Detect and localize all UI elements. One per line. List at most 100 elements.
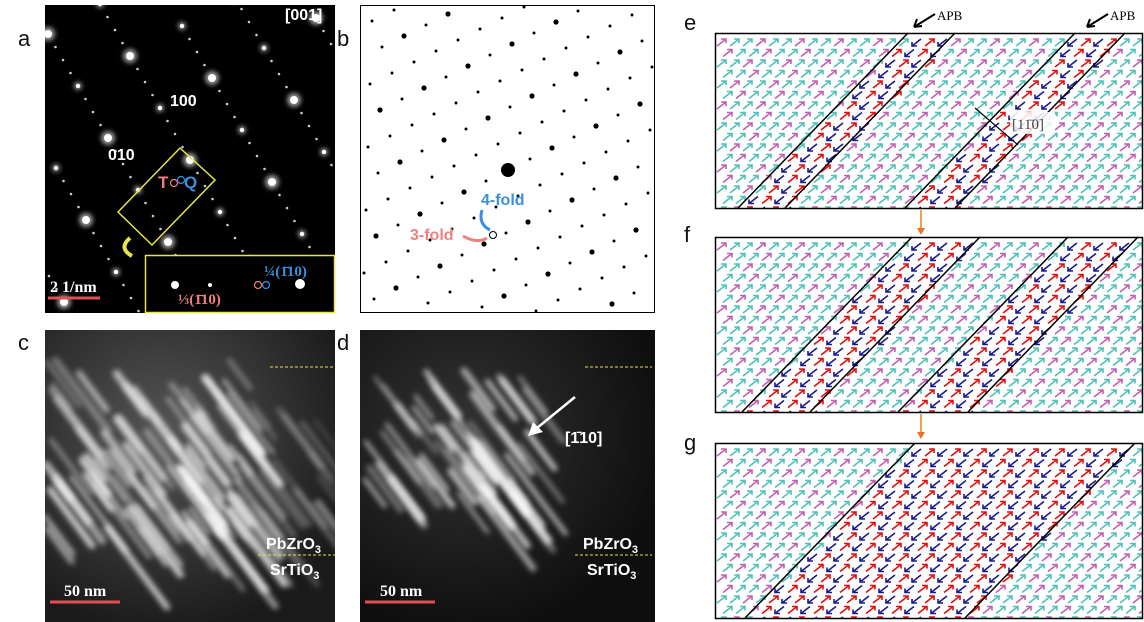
spot bbox=[536, 246, 540, 250]
dipole-arrow bbox=[995, 542, 1006, 552]
domain-streak bbox=[51, 356, 112, 435]
dipole-arrow bbox=[1028, 305, 1039, 314]
dipole-arrow bbox=[1112, 90, 1123, 100]
dipole-arrow bbox=[813, 294, 824, 304]
dipole-arrow bbox=[1054, 490, 1065, 499]
dipole-arrow bbox=[943, 90, 954, 100]
dipole-arrow bbox=[891, 521, 902, 531]
dipole-arrow bbox=[1138, 568, 1142, 573]
dipole-arrow bbox=[1093, 553, 1104, 562]
dipole-arrow bbox=[1073, 195, 1084, 205]
apb-line bbox=[784, 32, 956, 209]
dipole-arrow bbox=[859, 242, 870, 251]
dipole-arrow bbox=[963, 532, 974, 541]
dipole-arrow bbox=[937, 553, 948, 562]
dipole-arrow bbox=[742, 347, 753, 356]
spot-glow bbox=[342, 66, 350, 74]
dipole-arrow bbox=[1059, 410, 1065, 412]
dipole-arrow bbox=[1067, 59, 1078, 68]
dipole-arrow bbox=[878, 69, 889, 79]
dipole-arrow bbox=[1041, 143, 1052, 152]
weak-spot bbox=[270, 59, 273, 63]
spot bbox=[478, 27, 482, 31]
dipole-arrow bbox=[1021, 542, 1032, 552]
dipole-arrow bbox=[1119, 368, 1130, 377]
dipole-arrow bbox=[1021, 605, 1032, 615]
dipole-arrow bbox=[963, 101, 974, 110]
dipole-arrow bbox=[1106, 511, 1117, 520]
dipole-arrow bbox=[891, 111, 902, 121]
weak-spot bbox=[277, 72, 281, 76]
dipole-arrow bbox=[774, 563, 785, 573]
dipole-arrow bbox=[852, 378, 863, 388]
dipole-arrow bbox=[716, 80, 727, 89]
dipole-arrow bbox=[1028, 553, 1039, 562]
dipole-arrow bbox=[1125, 399, 1136, 409]
dipole-arrow bbox=[1093, 469, 1104, 478]
dipole-arrow bbox=[1067, 389, 1078, 398]
spot bbox=[384, 260, 388, 264]
dipole-arrow bbox=[1132, 101, 1142, 110]
dipole-arrow bbox=[722, 315, 733, 325]
dipole-arrow bbox=[963, 164, 974, 173]
dipole-arrow bbox=[807, 38, 818, 47]
inset-spot bbox=[171, 281, 179, 289]
dipole-arrow bbox=[898, 574, 909, 583]
dipole-arrow bbox=[917, 153, 928, 163]
panel-label: d bbox=[337, 330, 349, 355]
dipole-arrow bbox=[917, 542, 928, 552]
dipole-arrow bbox=[995, 48, 1006, 58]
spot bbox=[368, 82, 372, 86]
dipole-arrow bbox=[813, 458, 824, 468]
dipole-arrow bbox=[839, 273, 850, 283]
dipole-arrow bbox=[800, 479, 811, 489]
dipole-arrow bbox=[1046, 410, 1052, 412]
domain-streak bbox=[484, 378, 518, 422]
dipole-arrow bbox=[969, 500, 980, 510]
weak-spot bbox=[99, 244, 103, 248]
domain-streak bbox=[230, 505, 294, 588]
dipole-arrow bbox=[969, 336, 980, 346]
dipole-arrow bbox=[1106, 122, 1117, 131]
dipole-arrow bbox=[1054, 305, 1065, 314]
dipole-arrow bbox=[1067, 490, 1078, 499]
dipole-arrow bbox=[787, 315, 798, 325]
weak-spot bbox=[337, 56, 340, 59]
dipole-arrow bbox=[1132, 284, 1142, 293]
dipole-arrow bbox=[1099, 542, 1110, 552]
dipole-arrow bbox=[1047, 153, 1058, 163]
spot bbox=[437, 263, 443, 269]
dipole-arrow bbox=[716, 490, 727, 499]
dipole-arrow bbox=[898, 368, 909, 377]
dipole-arrow bbox=[800, 69, 811, 79]
weak-spot bbox=[196, 171, 199, 175]
dipole-arrow bbox=[904, 458, 915, 468]
spot bbox=[312, 14, 320, 22]
dipole-arrow bbox=[742, 101, 753, 110]
dipole-arrow bbox=[800, 378, 811, 388]
dipole-arrow bbox=[1125, 69, 1136, 79]
dipole-arrow bbox=[1099, 563, 1110, 573]
dipole-arrow bbox=[981, 616, 987, 618]
dipole-arrow bbox=[911, 59, 922, 68]
dipole-arrow bbox=[781, 448, 792, 457]
weak-spot bbox=[151, 214, 155, 218]
dipole-arrow bbox=[1067, 347, 1078, 356]
dipole-arrow bbox=[839, 252, 850, 262]
dipole-arrow bbox=[1112, 153, 1123, 163]
weak-spot bbox=[106, 15, 109, 19]
spot bbox=[452, 164, 456, 168]
dipole-arrow bbox=[716, 347, 727, 356]
dipole-arrow bbox=[1002, 305, 1013, 314]
dipole-arrow bbox=[1099, 584, 1110, 594]
dipole-arrow bbox=[1007, 616, 1013, 618]
dipole-arrow bbox=[1106, 469, 1117, 478]
dipole-arrow bbox=[943, 111, 954, 121]
dipole-arrow bbox=[768, 368, 779, 377]
domain-streak bbox=[55, 480, 105, 545]
dipole-arrow bbox=[1125, 315, 1136, 325]
dipole-arrow bbox=[1073, 584, 1084, 594]
dipole-arrow bbox=[742, 511, 753, 520]
dipole-arrow bbox=[820, 553, 831, 562]
dipole-arrow bbox=[1041, 347, 1052, 356]
